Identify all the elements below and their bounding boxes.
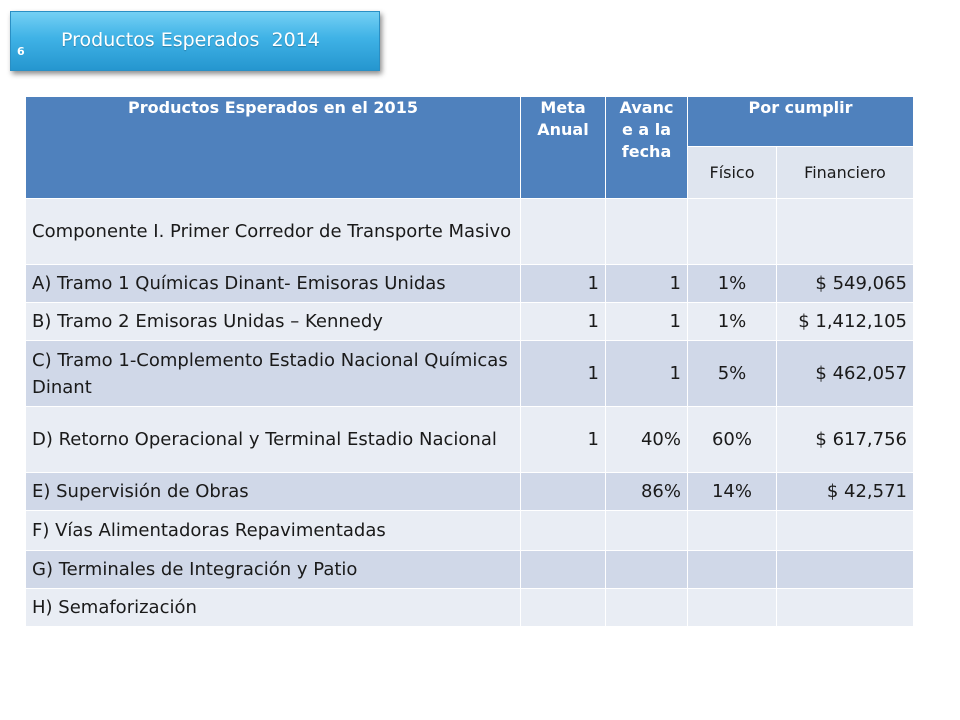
row-name: G) Terminales de Integración y Patio	[25, 550, 521, 589]
row-financiero: $ 1,412,105	[776, 302, 914, 341]
row-name: B) Tramo 2 Emisoras Unidas – Kennedy	[25, 302, 521, 341]
row-name: A) Tramo 1 Químicas Dinant- Emisoras Uni…	[25, 264, 521, 303]
products-table: Productos Esperados en el 2015 Meta Anua…	[25, 96, 914, 627]
table-row: G) Terminales de Integración y Patio	[25, 550, 914, 589]
row-financiero: $ 462,057	[776, 340, 914, 407]
row-meta: 1	[520, 406, 606, 473]
slide-title: Productos Esperados 2014	[61, 29, 320, 51]
row-avance: 1	[605, 302, 688, 341]
row-meta: 1	[520, 340, 606, 407]
row-name: D) Retorno Operacional y Terminal Estadi…	[25, 406, 521, 473]
row-meta	[520, 510, 606, 551]
slide-number: 6	[17, 45, 25, 58]
row-meta	[520, 550, 606, 589]
header-meta-anual: Meta Anual	[520, 96, 606, 199]
row-avance	[605, 550, 688, 589]
row-fisico	[687, 198, 777, 265]
row-avance: 86%	[605, 472, 688, 511]
row-meta	[520, 472, 606, 511]
row-name: C) Tramo 1-Complemento Estadio Nacional …	[25, 340, 521, 407]
row-fisico: 1%	[687, 264, 777, 303]
header-fisico: Físico	[687, 146, 777, 199]
row-meta: 1	[520, 302, 606, 341]
row-avance	[605, 510, 688, 551]
row-fisico: 1%	[687, 302, 777, 341]
row-name: Componente I. Primer Corredor de Transpo…	[25, 198, 521, 265]
row-meta	[520, 588, 606, 627]
row-avance	[605, 198, 688, 265]
row-fisico	[687, 588, 777, 627]
header-financiero: Financiero	[776, 146, 914, 199]
row-name: E) Supervisión de Obras	[25, 472, 521, 511]
table-row: Componente I. Primer Corredor de Transpo…	[25, 198, 914, 265]
row-financiero	[776, 510, 914, 551]
row-avance	[605, 588, 688, 627]
table-row: D) Retorno Operacional y Terminal Estadi…	[25, 406, 914, 473]
row-financiero: $ 549,065	[776, 264, 914, 303]
row-fisico: 5%	[687, 340, 777, 407]
row-fisico: 60%	[687, 406, 777, 473]
table-row: F) Vías Alimentadoras Repavimentadas	[25, 510, 914, 551]
table-row: B) Tramo 2 Emisoras Unidas – Kennedy 1 1…	[25, 302, 914, 341]
row-avance: 1	[605, 340, 688, 407]
row-fisico	[687, 510, 777, 551]
row-name: F) Vías Alimentadoras Repavimentadas	[25, 510, 521, 551]
row-financiero	[776, 588, 914, 627]
row-financiero	[776, 550, 914, 589]
row-fisico: 14%	[687, 472, 777, 511]
row-avance: 40%	[605, 406, 688, 473]
table-row: E) Supervisión de Obras 86% 14% $ 42,571	[25, 472, 914, 511]
row-financiero: $ 617,756	[776, 406, 914, 473]
header-product: Productos Esperados en el 2015	[25, 96, 521, 199]
table-row: C) Tramo 1-Complemento Estadio Nacional …	[25, 340, 914, 407]
row-financiero	[776, 198, 914, 265]
row-fisico	[687, 550, 777, 589]
row-financiero: $ 42,571	[776, 472, 914, 511]
header-por-cumplir: Por cumplir	[687, 96, 914, 147]
title-banner: Productos Esperados 2014 6	[10, 11, 380, 71]
row-name: H) Semaforización	[25, 588, 521, 627]
header-avance: Avanc e a la fecha	[605, 96, 688, 199]
row-avance: 1	[605, 264, 688, 303]
table-row: H) Semaforización	[25, 588, 914, 627]
table-row: A) Tramo 1 Químicas Dinant- Emisoras Uni…	[25, 264, 914, 303]
row-meta: 1	[520, 264, 606, 303]
row-meta	[520, 198, 606, 265]
